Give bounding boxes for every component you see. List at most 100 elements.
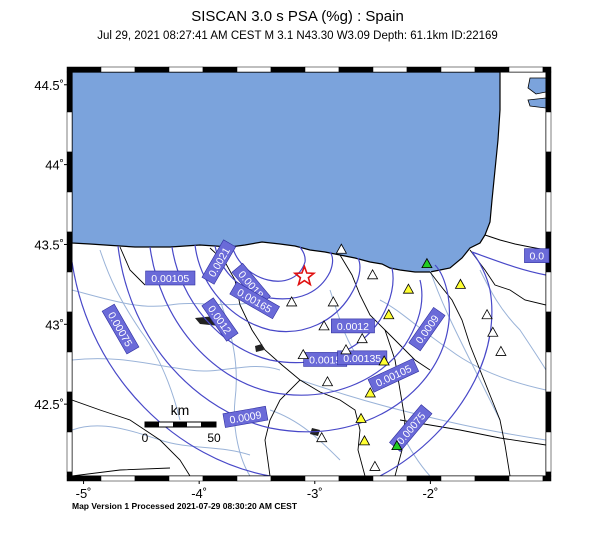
contour-label-text: 0.00135 bbox=[343, 353, 381, 365]
frame-band bbox=[66, 66, 102, 73]
frame-band bbox=[406, 475, 442, 482]
frame-band bbox=[66, 151, 73, 193]
station-triangle-icon[interactable] bbox=[391, 439, 403, 451]
contour-label-bg bbox=[145, 270, 196, 286]
station-triangle-icon[interactable] bbox=[356, 332, 368, 344]
map-frame bbox=[66, 66, 552, 482]
station-triangle-icon[interactable] bbox=[335, 243, 348, 254]
longitude-labels: -5˚ -4˚ -3˚ -2˚ bbox=[76, 481, 438, 501]
contour-label-text: 0.0 bbox=[529, 251, 544, 263]
station-triangle-icon[interactable] bbox=[454, 278, 467, 289]
contour-label-text: 0.0009 bbox=[229, 409, 263, 426]
frame-band bbox=[66, 271, 73, 313]
frame-band bbox=[66, 311, 73, 353]
frame-band bbox=[168, 66, 204, 73]
station-triangle-icon[interactable] bbox=[355, 412, 367, 423]
frame-band bbox=[202, 66, 238, 73]
frame-band bbox=[236, 66, 272, 73]
station-triangle-icon[interactable] bbox=[316, 431, 328, 443]
frame-band bbox=[440, 66, 476, 73]
map-subtitle: Jul 29, 2021 08:27:41 AM CEST M 3.1 N43.… bbox=[97, 30, 498, 42]
scale-bar-unit: km bbox=[171, 402, 190, 418]
station-triangle-icon[interactable] bbox=[487, 326, 499, 337]
frame-band bbox=[545, 351, 552, 393]
frame-band bbox=[542, 66, 552, 73]
frame-band bbox=[100, 475, 136, 482]
frame-band bbox=[542, 475, 552, 482]
frame-band bbox=[372, 475, 408, 482]
frame-band bbox=[545, 191, 552, 233]
station-triangle-icon[interactable] bbox=[369, 460, 381, 471]
frame-band bbox=[545, 471, 552, 477]
frame-band bbox=[304, 475, 340, 482]
frame-band bbox=[338, 66, 374, 73]
station-triangle-icon[interactable] bbox=[421, 257, 433, 269]
frame-band bbox=[66, 71, 73, 113]
contour-label-bg bbox=[201, 239, 237, 285]
station-triangle-icon[interactable] bbox=[383, 308, 395, 320]
station-triangle-icon[interactable] bbox=[366, 268, 379, 280]
scale-bar-label-50: 50 bbox=[207, 431, 221, 445]
station-triangle-icon[interactable] bbox=[364, 387, 376, 398]
station-triangle-icon[interactable] bbox=[481, 308, 493, 320]
station-triangle-icon[interactable] bbox=[340, 344, 352, 355]
lat-tick-label: 44.5˚ bbox=[34, 78, 64, 93]
frame-band bbox=[508, 475, 544, 482]
frame-band bbox=[66, 351, 73, 393]
frame-band bbox=[474, 66, 510, 73]
scale-bar-seg bbox=[173, 422, 187, 427]
contour-label-text: 0.00105 bbox=[151, 273, 189, 285]
contour-label: 0.00105 bbox=[145, 270, 196, 286]
frame-band bbox=[304, 66, 340, 73]
frame-band bbox=[202, 475, 238, 482]
frame-band bbox=[66, 231, 73, 273]
scale-bar: km 0 50 bbox=[142, 402, 221, 445]
contour-label: 0.0009 bbox=[222, 405, 269, 428]
frame-band bbox=[545, 311, 552, 353]
station-triangle-icon[interactable] bbox=[327, 296, 339, 307]
island bbox=[527, 77, 546, 95]
contour-label: 0.00135 bbox=[337, 350, 388, 366]
frame-band bbox=[545, 71, 552, 113]
contour-label-text: 0.0015 bbox=[309, 354, 341, 366]
frame-band bbox=[372, 66, 408, 73]
epicenter-star-shape[interactable] bbox=[292, 264, 317, 287]
frame-band bbox=[474, 475, 510, 482]
station-triangle-icon[interactable] bbox=[285, 296, 298, 307]
frame-band bbox=[66, 111, 73, 153]
contour-label-bg bbox=[337, 350, 388, 366]
frame-band bbox=[406, 66, 442, 73]
lon-tick-label: -3˚ bbox=[307, 486, 323, 501]
stations[interactable] bbox=[285, 243, 507, 471]
map-body bbox=[72, 72, 546, 476]
sea-area bbox=[72, 72, 501, 273]
frame-band bbox=[66, 191, 73, 233]
contour-label: 0.0012 bbox=[331, 318, 375, 334]
lon-tick-label: -4˚ bbox=[191, 486, 207, 501]
frame-band bbox=[508, 66, 544, 73]
lat-tick-label: 42.5˚ bbox=[34, 397, 64, 412]
station-triangle-icon[interactable] bbox=[378, 355, 390, 366]
latitude-labels: 44.5˚ 44˚ 43.5˚ 43˚ 42.5˚ bbox=[34, 78, 67, 412]
contour-label-bg bbox=[222, 405, 269, 428]
contour-label-bg bbox=[229, 281, 280, 320]
frame-band bbox=[440, 475, 476, 482]
frame-band bbox=[134, 66, 170, 73]
epicenter-star-icon[interactable] bbox=[292, 264, 317, 287]
station-triangle-icon[interactable] bbox=[318, 320, 330, 331]
contour-label-bg bbox=[367, 358, 420, 393]
contour-label-text: 0.0012 bbox=[337, 321, 369, 333]
map-footer: Map Version 1 Processed 2021-07-29 08:30… bbox=[72, 501, 298, 511]
station-triangle-icon[interactable] bbox=[358, 435, 371, 446]
lon-tick-label: -5˚ bbox=[76, 486, 92, 501]
frame-band bbox=[545, 391, 552, 433]
station-triangle-icon[interactable] bbox=[321, 375, 334, 387]
station-triangle-icon[interactable] bbox=[495, 345, 507, 356]
contour-label-bg bbox=[408, 306, 446, 352]
station-triangle-icon[interactable] bbox=[297, 348, 309, 360]
frame-band bbox=[168, 475, 204, 482]
frame-band bbox=[545, 271, 552, 313]
station-triangle-icon[interactable] bbox=[402, 283, 415, 294]
